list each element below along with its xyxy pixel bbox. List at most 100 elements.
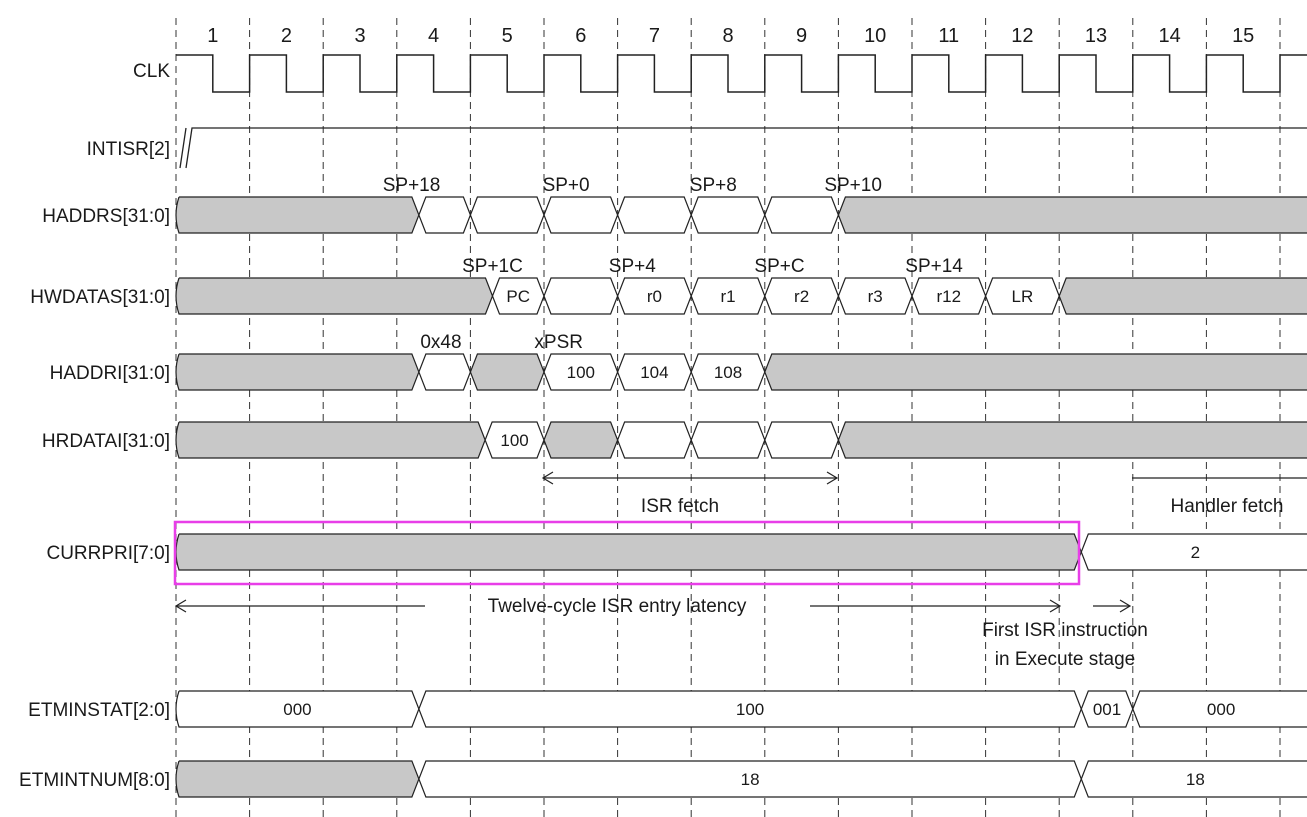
- bus-segment: [175, 533, 1082, 571]
- cycle-number: 15: [1232, 25, 1254, 47]
- bus-value-labels: PC r0 r1 r2 r3 r12 LR 100 104 108 100 2 000 100 001 000…: [283, 287, 1235, 789]
- cycle-number: 5: [502, 25, 513, 47]
- cycle-number: 10: [864, 25, 886, 47]
- bus-segment: [616, 196, 692, 234]
- signal-label: CLK: [133, 61, 170, 82]
- cycle-number: 4: [428, 25, 439, 47]
- cycle-gridlines: [175, 18, 1281, 817]
- cycle-number: 1: [207, 25, 218, 47]
- bus-segment: [764, 353, 1307, 391]
- handler-fetch-annotation: Handler fetch: [1132, 477, 1307, 517]
- bus-segment: [543, 196, 619, 234]
- bus-segment: [764, 196, 840, 234]
- bus-segment: [418, 353, 472, 391]
- cycle-number: 11: [938, 25, 959, 47]
- bus-value: LR: [1012, 287, 1034, 306]
- bus-segment: [469, 196, 545, 234]
- arrowhead-right: [826, 471, 839, 485]
- bus-value: 100: [567, 363, 595, 382]
- intisr-waveform: [185, 127, 1307, 169]
- cycle-number: 7: [649, 25, 660, 47]
- bus-segment: [175, 421, 486, 459]
- clk-waveform: [176, 54, 1307, 93]
- latency-label: Twelve-cycle ISR entry latency: [488, 596, 747, 617]
- cycle-number: 14: [1158, 25, 1180, 47]
- bus-segment: [491, 277, 545, 315]
- bus-value: 100: [500, 431, 528, 450]
- cycle-number: 9: [796, 25, 807, 47]
- cycle-number: 8: [722, 25, 733, 47]
- bus-segment: [837, 277, 913, 315]
- bus-value: 100: [736, 700, 764, 719]
- bus-segment: [1080, 533, 1307, 571]
- bus-value: 001: [1093, 700, 1121, 719]
- latency-annotation: Twelve-cycle ISR entry latency: [174, 596, 1062, 617]
- bus-segment: [1080, 760, 1307, 798]
- handler-fetch-label: Handler fetch: [1170, 496, 1283, 517]
- bus-segment: [543, 277, 619, 315]
- address-label: 0x48: [420, 332, 461, 353]
- signal-label: HADDRI[31:0]: [50, 363, 170, 384]
- bus-segment: [764, 277, 840, 315]
- bus-segment: [175, 353, 420, 391]
- first-isr-label-line1: First ISR instruction: [982, 620, 1148, 641]
- bus-segment: [418, 690, 1082, 728]
- bus-segment: [690, 353, 766, 391]
- bus-segment: [616, 353, 692, 391]
- address-label: SP+8: [690, 175, 737, 196]
- signal-labels: CLK INTISR[2] HADDRS[31:0] HWDATAS[31:0] HAD…: [19, 61, 170, 791]
- bus-segment: [984, 277, 1060, 315]
- bus-segment: [418, 760, 1082, 798]
- bus-segment: [690, 196, 766, 234]
- bus-segment: [690, 421, 766, 459]
- bus-segment: [911, 277, 987, 315]
- bus-value: PC: [506, 287, 530, 306]
- address-labels: SP+18 SP+0 SP+8 SP+10 SP+1C SP+4 SP+C SP+14 0x48…: [383, 175, 964, 353]
- bus-segment: [469, 353, 545, 391]
- bus-segment: [1080, 690, 1134, 728]
- bus-segment: [690, 277, 766, 315]
- bus-segment: [418, 196, 472, 234]
- address-label: xPSR: [534, 332, 583, 353]
- bus-value: r0: [647, 287, 662, 306]
- bus-segment: [1058, 277, 1307, 315]
- bus-value: 18: [1186, 770, 1205, 789]
- isr-fetch-annotation: ISR fetch: [541, 471, 839, 517]
- bus-segment: [616, 277, 692, 315]
- signal-label: INTISR[2]: [87, 139, 170, 160]
- bus-value: r1: [720, 287, 735, 306]
- bus-value: r3: [868, 287, 883, 306]
- bus-segment: [764, 421, 840, 459]
- bus-value: r2: [794, 287, 809, 306]
- first-isr-label-line2: in Execute stage: [995, 649, 1135, 670]
- curr-pri-highlight-box: [173, 520, 1081, 586]
- signal-label: CURRPRI[7:0]: [46, 543, 170, 564]
- address-label: SP+4: [609, 256, 656, 277]
- bus-segment: [175, 690, 420, 728]
- bus-segment: [543, 353, 619, 391]
- signal-label: HRDATAI[31:0]: [42, 431, 170, 452]
- signal-label: ETMINSTAT[2:0]: [28, 700, 170, 721]
- address-label: SP+0: [543, 175, 590, 196]
- bus-segment: [837, 196, 1307, 234]
- first-isr-annotation: First ISR instruction in Execute stage: [982, 599, 1148, 670]
- latency-arrowhead-left: [174, 599, 187, 613]
- bus-segment: [175, 196, 420, 234]
- cycle-number: 2: [281, 25, 292, 47]
- bus-value: 108: [714, 363, 742, 382]
- address-label: SP+C: [754, 256, 804, 277]
- signal-label: ETMINTNUM[8:0]: [19, 770, 170, 791]
- bus-segment: [175, 277, 494, 315]
- cycle-number: 13: [1085, 25, 1107, 47]
- bus-segment: [543, 421, 619, 459]
- bus-value: 000: [1207, 700, 1235, 719]
- bus-value: 000: [283, 700, 311, 719]
- cycle-number: 12: [1011, 25, 1033, 47]
- bus-segment: [1132, 690, 1307, 728]
- address-label: SP+10: [824, 175, 882, 196]
- address-label: SP+1C: [462, 256, 523, 277]
- bus-segment: [484, 421, 545, 459]
- waveforms: [175, 54, 1307, 798]
- cycle-number: 6: [575, 25, 586, 47]
